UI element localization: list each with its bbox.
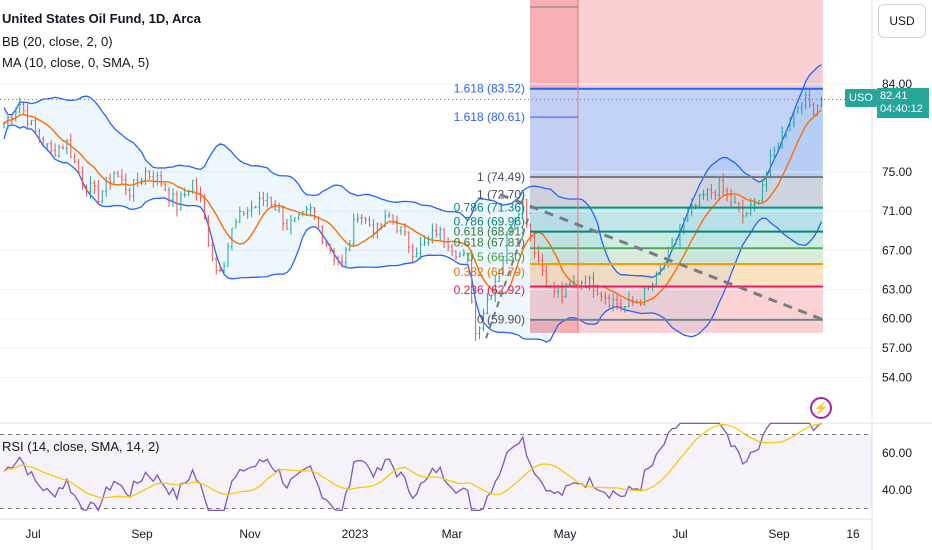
price-tick-3: 67.00 bbox=[882, 243, 912, 257]
fib-zone-0 bbox=[530, 88, 823, 178]
lightning-icon[interactable]: ⚡ bbox=[810, 397, 832, 419]
rsi-legend[interactable]: RSI (14, close, SMA, 14, 2) bbox=[2, 439, 160, 454]
fib-label-6: 0.618 (68.91) bbox=[454, 225, 525, 239]
time-tick-8: 16 bbox=[846, 527, 860, 541]
price-tick-1: 75.00 bbox=[882, 165, 912, 179]
fib-label-1: 1.618 (80.61) bbox=[454, 110, 525, 124]
bar-countdown: 04:40:12 bbox=[880, 103, 923, 115]
bb-legend[interactable]: BB (20, close, 2, 0) bbox=[2, 34, 113, 49]
fibonacci-lines bbox=[530, 0, 823, 333]
fib-label-5: 0.786 (69.96) bbox=[454, 214, 525, 228]
bb-lower bbox=[3, 124, 822, 343]
price-tick-7: 54.00 bbox=[882, 370, 912, 384]
fib-zone-1 bbox=[530, 177, 823, 208]
trend-lines bbox=[0, 99, 872, 339]
time-tick-3: 2023 bbox=[342, 527, 369, 541]
fib-zone-4 bbox=[530, 248, 823, 264]
bollinger-bands bbox=[3, 64, 822, 343]
time-tick-2: Nov bbox=[239, 527, 260, 541]
rsi-tick-1: 40.00 bbox=[882, 483, 912, 497]
rsi-ma-line bbox=[3, 423, 822, 499]
time-tick-4: Mar bbox=[442, 527, 463, 541]
fib-label-4: 0.786 (71.36) bbox=[454, 201, 525, 215]
time-tick-0: Jul bbox=[25, 527, 40, 541]
symbol-legend[interactable]: United States Oil Fund, 1D, Arca bbox=[2, 11, 201, 26]
fib-label-8: 0.5 (66.30) bbox=[467, 250, 525, 264]
time-tick-6: Jul bbox=[672, 527, 687, 541]
bb-upper bbox=[3, 64, 822, 278]
fib-label-0: 1.618 (83.52) bbox=[454, 82, 525, 96]
dashed-trend-line bbox=[499, 193, 824, 322]
time-axis[interactable]: Jul Sep Nov 2023 Mar May Jul Sep 16 bbox=[25, 527, 860, 541]
rsi-tick-0: 60.00 bbox=[882, 446, 912, 460]
fib-label-7: 0.618 (67.81) bbox=[454, 235, 525, 249]
time-tick-5: May bbox=[554, 527, 577, 541]
fib-label-9: 0.382 (64.79) bbox=[454, 265, 525, 279]
time-tick-7: Sep bbox=[768, 527, 790, 541]
fib-label-2: 1 (74.49) bbox=[477, 170, 525, 184]
last-price-value: 82.41 bbox=[880, 90, 908, 102]
price-axis[interactable]: 84.00 75.00 71.00 67.00 63.00 60.00 57.00 54.00… bbox=[882, 77, 912, 497]
price-tick-6: 57.00 bbox=[882, 341, 912, 355]
last-price-tag: 82.41 04:40:12 bbox=[877, 88, 929, 118]
rsi-line bbox=[3, 422, 822, 512]
currency-button[interactable]: USD bbox=[878, 4, 926, 38]
fib-zone-5 bbox=[530, 263, 823, 287]
dashed-rise-line bbox=[485, 212, 531, 339]
fib-zone-6 bbox=[530, 286, 823, 320]
moving-average bbox=[3, 109, 822, 304]
symbol-price-tag: USO bbox=[845, 89, 877, 107]
price-tick-4: 63.00 bbox=[882, 282, 912, 296]
time-tick-1: Sep bbox=[131, 527, 153, 541]
fib-label-10: 0.236 (62.92) bbox=[454, 283, 525, 297]
price-tick-2: 71.00 bbox=[882, 204, 912, 218]
fibonacci-labels: 1.618 (83.52)1.618 (80.61)1 (74.49)1 (72… bbox=[454, 82, 525, 327]
rsi-pane bbox=[0, 422, 872, 512]
price-tick-5: 60.00 bbox=[882, 312, 912, 326]
ma-legend[interactable]: MA (10, close, 0, SMA, 5) bbox=[2, 55, 150, 70]
fib-label-11: 0 (59.90) bbox=[477, 313, 525, 327]
price-tick-0: 84.00 bbox=[882, 77, 912, 91]
ma-line bbox=[3, 109, 822, 304]
